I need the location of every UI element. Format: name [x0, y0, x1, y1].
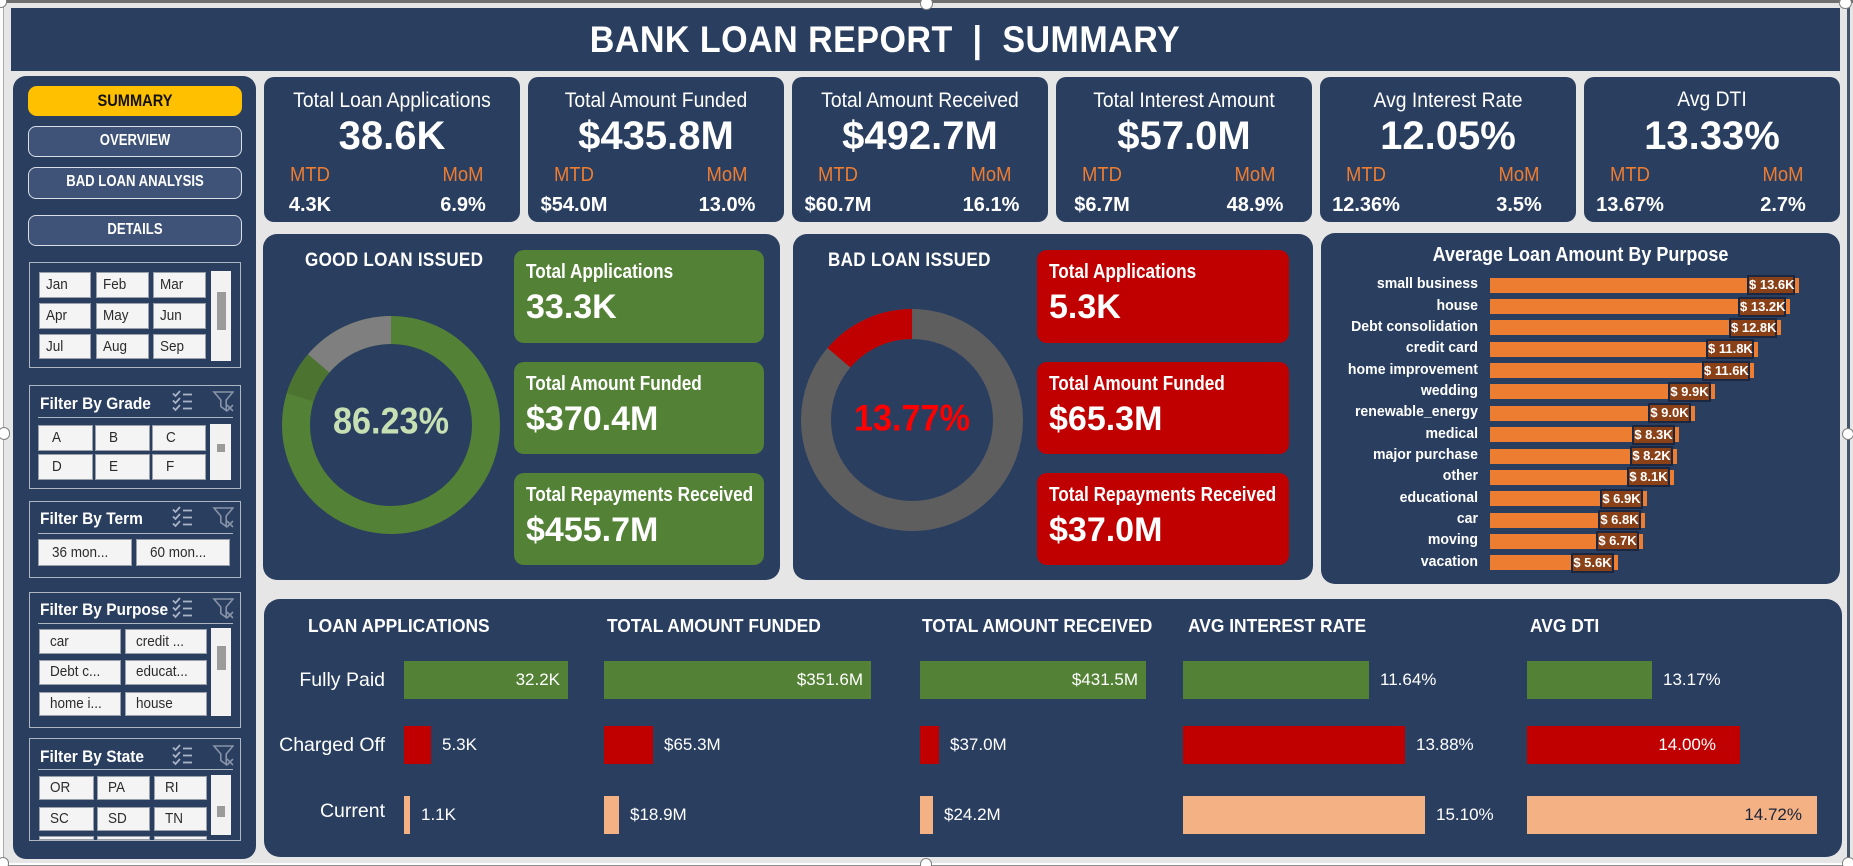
- svg-text:13.77%: 13.77%: [854, 398, 970, 439]
- svg-text:86.23%: 86.23%: [333, 401, 449, 442]
